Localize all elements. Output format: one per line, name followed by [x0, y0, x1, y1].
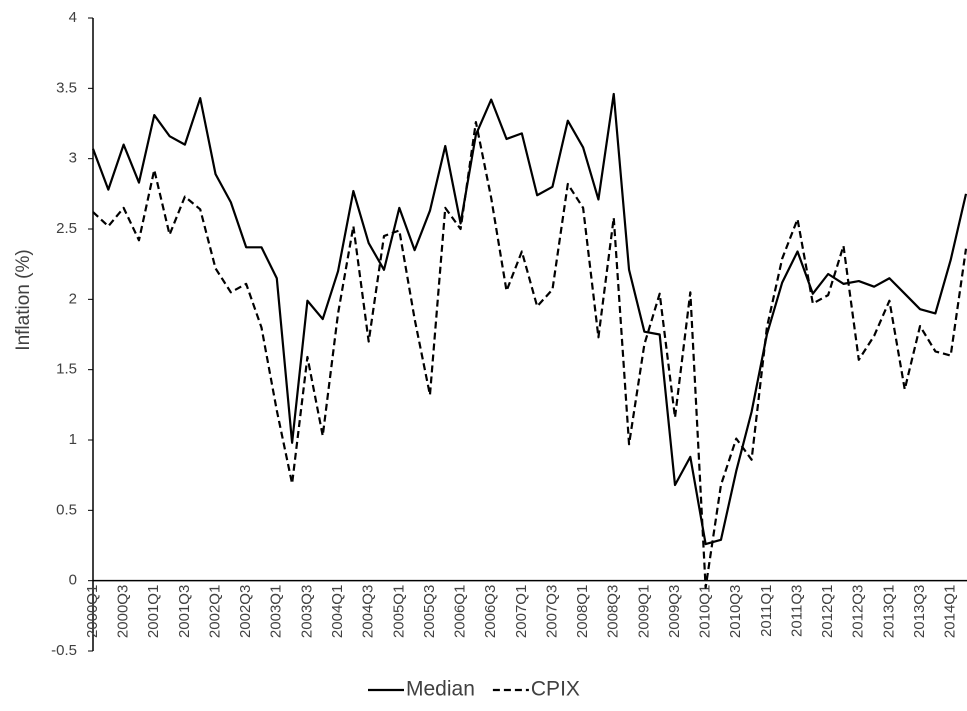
- legend-label: CPIX: [531, 678, 580, 701]
- y-tick-label: 0: [69, 572, 77, 589]
- x-tick-label: 2012Q3: [850, 585, 867, 638]
- y-tick-label: 1.5: [56, 361, 77, 378]
- x-tick-label: 2004Q1: [329, 585, 346, 638]
- line-series: [92, 120, 967, 589]
- y-tick-label: 2: [69, 290, 77, 307]
- x-tick-label: 2006Q3: [482, 585, 499, 638]
- y-tick-label: 4: [69, 9, 77, 26]
- x-tick-label: 2013Q1: [880, 585, 897, 638]
- x-tick-label: 2011Q1: [758, 585, 775, 637]
- y-tick-label: 3: [69, 150, 77, 167]
- x-tick-label: 2003Q3: [298, 585, 315, 638]
- x-tick-label: 2007Q1: [513, 585, 530, 638]
- x-tick-label: 2009Q3: [666, 585, 683, 638]
- x-tick-label: 2009Q1: [635, 585, 652, 638]
- x-tick-label: 2010Q3: [727, 585, 744, 638]
- x-tick-label: 2001Q1: [145, 585, 162, 638]
- x-tick-label: 2002Q1: [206, 585, 223, 638]
- y-axis-label: Inflation (%): [13, 249, 34, 350]
- y-tick-label: -0.5: [51, 642, 77, 659]
- x-tick-label: 2014Q1: [942, 585, 959, 638]
- x-tick-label: 2007Q3: [543, 585, 560, 638]
- x-tick-label: 2008Q1: [574, 585, 591, 638]
- x-tick-label: 2003Q1: [268, 585, 285, 638]
- x-tick-label: 2008Q3: [605, 585, 622, 638]
- y-tick-label: 0.5: [56, 501, 77, 518]
- x-tick-label: 2000Q3: [115, 585, 132, 638]
- legend-label: Median: [406, 678, 475, 701]
- x-tick-label: 2010Q1: [697, 585, 714, 638]
- x-tick-label: 2006Q1: [452, 585, 469, 638]
- y-tick-label: 2.5: [56, 220, 77, 237]
- x-tick-label: 2005Q3: [421, 585, 438, 638]
- x-tick-label: 2001Q3: [176, 585, 193, 638]
- line-series: [91, 92, 967, 546]
- y-tick-label: 3.5: [56, 79, 77, 96]
- x-tick-label: 2005Q1: [390, 585, 407, 638]
- y-tick-label: 1: [69, 431, 77, 448]
- x-tick-label: 2000Q1: [84, 585, 101, 638]
- x-tick-label: 2002Q3: [237, 585, 254, 638]
- x-tick-label: 2013Q3: [911, 585, 928, 638]
- x-tick-label: 2012Q1: [819, 585, 836, 638]
- x-tick-label: 2011Q3: [788, 585, 805, 637]
- x-tick-label: 2004Q3: [360, 585, 377, 638]
